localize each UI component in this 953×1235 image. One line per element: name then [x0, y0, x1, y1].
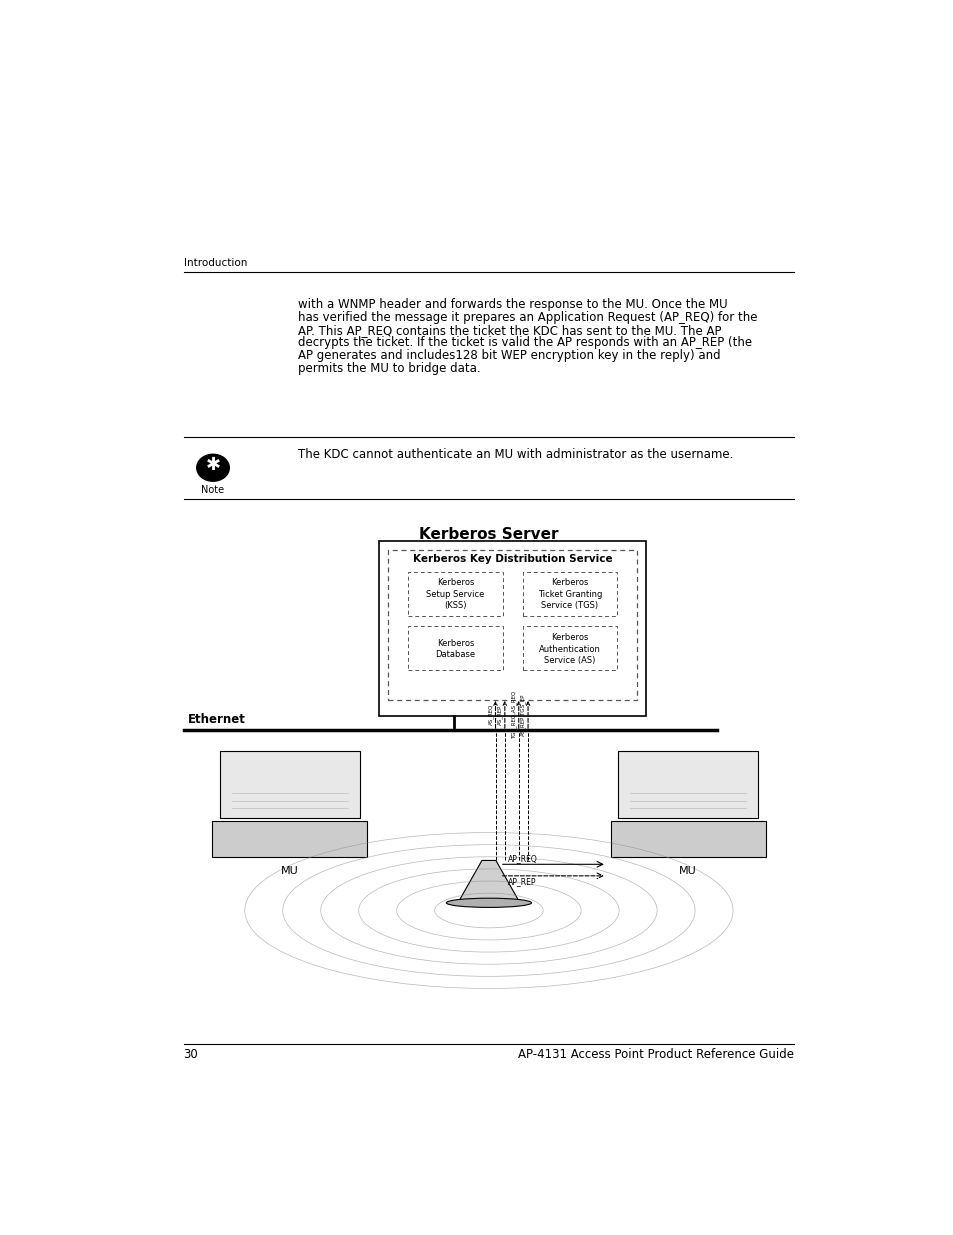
Bar — [212, 821, 367, 857]
Text: has verified the message it prepares an Application Request (AP_REQ) for the: has verified the message it prepares an … — [297, 311, 757, 324]
Text: MU: MU — [280, 866, 298, 876]
Bar — [378, 541, 645, 716]
Text: Kerberos
Database: Kerberos Database — [435, 638, 475, 659]
Text: AP generates and includes128 bit WEP encryption key in the reply) and: AP generates and includes128 bit WEP enc… — [297, 350, 720, 362]
Text: AP_REP: AP_REP — [507, 877, 536, 887]
Text: The KDC cannot authenticate an MU with administrator as the username.: The KDC cannot authenticate an MU with a… — [297, 448, 732, 462]
Polygon shape — [457, 861, 519, 903]
Bar — [522, 572, 617, 616]
Bar — [408, 626, 502, 671]
Bar — [220, 751, 359, 818]
Text: AS_REQ: AS_REQ — [487, 704, 493, 725]
Text: Kerberos
Ticket Granting
Service (TGS): Kerberos Ticket Granting Service (TGS) — [537, 578, 601, 610]
Bar — [610, 821, 765, 857]
Bar — [618, 751, 757, 818]
Text: Introduction: Introduction — [183, 258, 247, 268]
Text: Ethernet: Ethernet — [187, 713, 245, 726]
Text: Kerberos Key Distribution Service: Kerberos Key Distribution Service — [413, 555, 612, 564]
Text: Note: Note — [201, 485, 224, 495]
Text: AP. This AP_REQ contains the ticket the KDC has sent to the MU. The AP: AP. This AP_REQ contains the ticket the … — [297, 324, 720, 337]
Text: 30: 30 — [183, 1047, 198, 1061]
Ellipse shape — [446, 898, 531, 908]
Ellipse shape — [196, 454, 229, 482]
Text: Kerberos Server: Kerberos Server — [418, 527, 558, 542]
Bar — [388, 550, 637, 699]
Text: AS_REP,TGS_EP: AS_REP,TGS_EP — [520, 693, 525, 736]
Text: AP_REQ: AP_REQ — [507, 853, 537, 863]
Bar — [522, 626, 617, 671]
Text: decrypts the ticket. If the ticket is valid the AP responds with an AP_REP (the: decrypts the ticket. If the ticket is va… — [297, 336, 751, 350]
Bar — [408, 572, 502, 616]
Text: with a WNMP header and forwards the response to the MU. Once the MU: with a WNMP header and forwards the resp… — [297, 299, 726, 311]
Text: AS_REP: AS_REP — [497, 704, 502, 725]
Text: AP-4131 Access Point Product Reference Guide: AP-4131 Access Point Product Reference G… — [517, 1047, 794, 1061]
Text: ✱: ✱ — [205, 456, 220, 474]
Text: Kerberos
Setup Service
(KSS): Kerberos Setup Service (KSS) — [426, 578, 484, 610]
Text: TGS_REQ,AS_REQ: TGS_REQ,AS_REQ — [511, 690, 517, 739]
Text: permits the MU to bridge data.: permits the MU to bridge data. — [297, 362, 479, 375]
Text: MU: MU — [679, 866, 697, 876]
Text: Kerberos
Authentication
Service (AS): Kerberos Authentication Service (AS) — [538, 634, 600, 664]
